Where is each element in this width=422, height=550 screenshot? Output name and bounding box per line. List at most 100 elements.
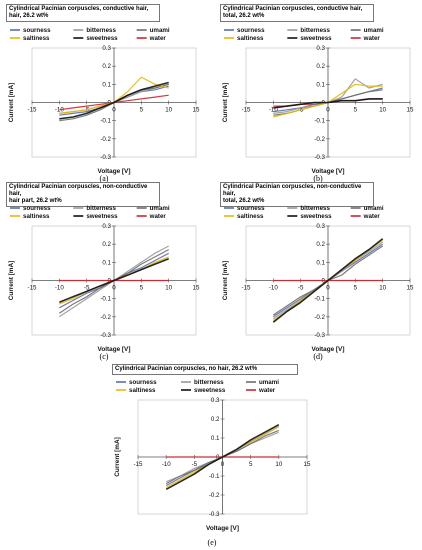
x-tick-label: -15 — [134, 461, 144, 468]
x-tick-label: -5 — [84, 285, 90, 292]
x-tick-label: 15 — [407, 107, 414, 114]
x-tick-label: 0 — [112, 285, 116, 292]
x-axis-label: Voltage [V] — [98, 168, 131, 175]
legend-label: sourness — [237, 27, 265, 34]
y-tick-label: 0.2 — [102, 63, 111, 70]
legend-label: bitterness — [86, 27, 116, 34]
legend-label: sourness — [23, 27, 51, 34]
x-axis-label: Voltage [V] — [98, 346, 131, 353]
panel-caption: (b) — [313, 174, 323, 183]
legend-label: water — [258, 387, 276, 394]
y-tick-label: -0.3 — [100, 332, 111, 339]
chart-svg: sourness bitterness umami saltiness sweetnes… — [222, 205, 414, 353]
x-tick-label: -15 — [28, 107, 38, 114]
y-axis-label: Current [mA] — [8, 83, 15, 122]
panel-caption: (d) — [313, 352, 323, 361]
x-axis-label: Voltage [V] — [206, 525, 239, 532]
x-tick-label: -5 — [192, 461, 198, 468]
legend-label: umami — [364, 205, 384, 212]
chart-svg: sourness bitterness umami saltiness sweetnes… — [8, 27, 200, 175]
x-tick-label: 15 — [193, 285, 200, 292]
legend-label: sweetness — [300, 35, 332, 42]
x-tick-label: 10 — [275, 461, 282, 468]
y-tick-label: -0.3 — [209, 511, 220, 518]
x-tick-label: 5 — [249, 461, 253, 468]
x-tick-label: 0 — [326, 107, 330, 114]
x-tick-label: 0 — [221, 461, 225, 468]
y-tick-label: -0.2 — [209, 492, 220, 499]
panel-caption: (a) — [99, 174, 109, 183]
y-tick-label: 0.3 — [102, 45, 111, 52]
x-tick-label: 5 — [354, 107, 358, 114]
y-tick-label: 0.3 — [316, 45, 325, 52]
y-tick-label: 0.3 — [102, 223, 111, 230]
x-tick-label: -10 — [55, 285, 65, 292]
chart-title-line-2: hair part, 26.2 wt% — [9, 198, 62, 204]
y-tick-label: -0.1 — [100, 296, 111, 303]
y-tick-label: 0.1 — [316, 259, 325, 266]
legend-label: water — [149, 213, 167, 220]
legend-label: water — [363, 35, 381, 42]
chart-title-line-1: Cylindrical Pacinian corpuscles, non-con… — [223, 184, 362, 197]
chart-title-line-1: Cylindrical Pacinian corpuscles, non-con… — [9, 184, 148, 197]
chart-title: Cylindrical Pacinian corpuscles, conduct… — [220, 4, 374, 22]
chart-panel-b: Cylindrical Pacinian corpuscles, conduct… — [218, 4, 418, 184]
chart-title-line-2: hair, 26.2 wt% — [9, 13, 49, 19]
legend-label: water — [363, 213, 381, 220]
y-tick-label: -0.3 — [314, 332, 325, 339]
legend-label: umami — [150, 27, 170, 34]
y-tick-label: 0.1 — [316, 81, 325, 88]
chart-title: Cylindrical Pacinian corpuscles, no hair… — [112, 364, 298, 375]
y-tick-label: -0.2 — [314, 136, 325, 143]
y-tick-label: 0.2 — [316, 241, 325, 248]
y-axis-label: Current [mA] — [222, 83, 229, 122]
x-tick-label: -15 — [28, 285, 38, 292]
y-tick-label: -0.2 — [100, 314, 111, 321]
x-tick-label: 15 — [193, 107, 200, 114]
legend-label: bitterness — [86, 205, 116, 212]
series-line-sweetness — [273, 98, 383, 109]
legend-label: bitterness — [194, 379, 224, 386]
legend-label: saltiness — [23, 213, 50, 220]
series-line-sweetness — [165, 423, 280, 491]
legend-label: sweetness — [300, 213, 332, 220]
y-tick-label: -0.2 — [314, 314, 325, 321]
chart-panel-c: Cylindrical Pacinian corpuscles, non-con… — [4, 182, 204, 362]
x-tick-label: -15 — [242, 285, 252, 292]
chart-title: Cylindrical Pacinian corpuscles, non-con… — [220, 182, 374, 207]
x-tick-label: 0 — [326, 285, 330, 292]
y-tick-label: 0.2 — [102, 241, 111, 248]
legend-label: water — [149, 35, 167, 42]
chart-panel-d: Cylindrical Pacinian corpuscles, non-con… — [218, 182, 418, 362]
y-tick-label: -0.1 — [100, 118, 111, 125]
x-tick-label: 10 — [379, 285, 386, 292]
y-tick-label: 0.3 — [316, 223, 325, 230]
x-tick-label: 5 — [140, 107, 144, 114]
y-tick-label: -0.3 — [100, 154, 111, 161]
legend-label: saltiness — [237, 35, 264, 42]
legend-label: umami — [150, 205, 170, 212]
legend-label: saltiness — [237, 213, 264, 220]
x-tick-label: 10 — [165, 107, 172, 114]
y-tick-label: -0.1 — [209, 473, 220, 480]
x-tick-label: -15 — [242, 107, 252, 114]
x-tick-label: 15 — [407, 285, 414, 292]
y-tick-label: 0.3 — [211, 397, 220, 404]
y-axis-label: Current [mA] — [114, 437, 121, 476]
y-tick-label: -0.3 — [314, 154, 325, 161]
x-tick-label: -5 — [298, 285, 304, 292]
y-tick-label: 0.1 — [102, 81, 111, 88]
legend-label: saltiness — [23, 35, 50, 42]
x-tick-label: 10 — [165, 285, 172, 292]
chart-title-line-1: Cylindrical Pacinian corpuscles, no hair… — [115, 366, 258, 372]
y-axis-label: Current [mA] — [8, 261, 15, 300]
chart-panel-e: Cylindrical Pacinian corpuscles, no hair… — [110, 364, 315, 549]
y-tick-label: 0.1 — [211, 435, 220, 442]
y-tick-label: 0.1 — [102, 259, 111, 266]
x-tick-label: 0 — [112, 107, 116, 114]
series-line-sweetness — [59, 81, 169, 120]
x-tick-label: -10 — [162, 461, 172, 468]
x-tick-label: 10 — [379, 107, 386, 114]
chart-title-line-1: Cylindrical Pacinian corpuscles, conduct… — [223, 6, 363, 12]
legend-label: sweetness — [86, 213, 118, 220]
